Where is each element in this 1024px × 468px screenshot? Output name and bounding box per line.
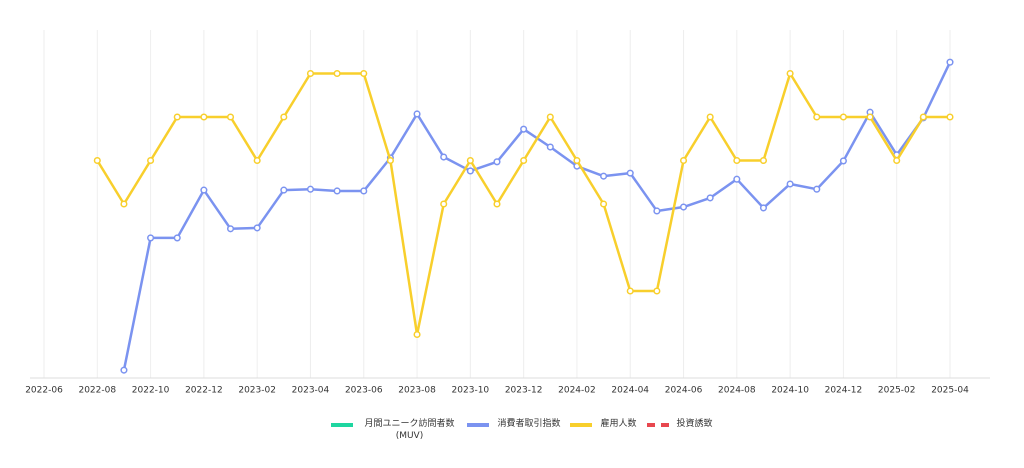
legend-swatch	[331, 423, 354, 427]
data-point	[679, 203, 688, 211]
data-point	[280, 186, 288, 194]
data-point	[200, 186, 208, 194]
data-point	[866, 113, 874, 121]
x-tick-label: 2023-06	[345, 386, 383, 396]
x-tick-label: 2025-02	[878, 386, 916, 396]
data-point	[733, 156, 741, 165]
x-tick-label: 2022-08	[78, 386, 116, 396]
data-point	[653, 287, 661, 295]
x-tick-label: 2023-12	[505, 386, 543, 396]
data-point	[759, 156, 768, 165]
legend-item[interactable]: 消費者取引指数	[467, 418, 560, 430]
data-point	[813, 185, 821, 193]
data-point	[226, 225, 235, 233]
data-point	[440, 153, 448, 161]
data-point	[93, 156, 101, 165]
data-point	[413, 330, 421, 339]
x-tick-label: 2022-10	[132, 386, 170, 396]
data-point	[306, 185, 315, 193]
chart: 2022-06 2022-08 2022-10 2022-12 2023-02 2023-…	[25, 30, 990, 396]
data-point	[839, 157, 847, 165]
data-point	[520, 125, 528, 133]
data-point	[759, 204, 768, 212]
legend-label: 月間ユニーク訪問者数 (MUV)	[364, 419, 455, 441]
data-point	[706, 113, 714, 121]
data-point	[520, 156, 528, 165]
data-point	[839, 113, 847, 121]
data-point	[466, 167, 474, 175]
data-point	[120, 366, 128, 374]
data-point	[120, 200, 128, 208]
x-tick-label: 2022-12	[185, 386, 223, 396]
data-point	[786, 69, 794, 78]
data-point	[280, 113, 288, 121]
x-tick-label: 2023-02	[238, 386, 276, 396]
data-point	[386, 156, 394, 165]
data-point	[493, 200, 501, 208]
data-point	[360, 69, 368, 78]
data-point	[147, 234, 155, 242]
data-point	[147, 156, 155, 165]
data-point	[600, 172, 608, 180]
x-tick-label: 2024-02	[558, 386, 596, 396]
data-point	[706, 194, 714, 202]
data-point	[173, 234, 181, 242]
series-line	[122, 61, 952, 371]
data-point	[253, 224, 261, 232]
data-point	[493, 158, 501, 166]
data-point	[253, 156, 261, 165]
data-point	[333, 69, 341, 78]
data-point	[226, 113, 235, 121]
data-point	[786, 180, 794, 188]
legend: 月間ユニーク訪問者数 (MUV) 消費者取引指数 雇用人数 投資誘致	[0, 418, 1024, 442]
data-point	[626, 169, 634, 177]
data-point	[600, 200, 608, 208]
data-point	[360, 187, 368, 195]
data-point	[946, 58, 954, 66]
data-point	[413, 110, 421, 118]
data-point	[946, 113, 954, 121]
x-tick-label: 2024-12	[825, 386, 863, 396]
data-point	[919, 113, 927, 121]
legend-swatch	[467, 423, 490, 427]
data-point	[546, 143, 554, 151]
legend-label: 消費者取引指数	[497, 419, 561, 429]
data-point	[573, 156, 581, 165]
legend-swatch	[570, 423, 593, 427]
data-point	[679, 156, 688, 165]
x-tick-label: 2024-04	[611, 386, 649, 396]
x-tick-label: 2024-08	[718, 386, 756, 396]
legend-label: 投資誘致	[676, 419, 713, 429]
data-point	[546, 113, 554, 121]
legend-item[interactable]: 雇用人数	[570, 418, 637, 430]
data-point	[200, 113, 208, 121]
legend-item[interactable]: 投資誘致	[646, 418, 713, 430]
data-point	[813, 113, 821, 121]
x-tick-label: 2025-04	[931, 386, 969, 396]
legend-swatch	[646, 423, 669, 427]
x-tick-label: 2022-06	[25, 386, 63, 396]
data-point	[440, 200, 448, 208]
data-point	[626, 287, 634, 295]
x-tick-label: 2024-06	[665, 386, 703, 396]
data-point	[653, 207, 661, 215]
legend-label: 雇用人数	[600, 419, 637, 429]
x-tick-label: 2023-10	[452, 386, 490, 396]
data-point	[733, 175, 741, 183]
data-point	[173, 113, 181, 121]
data-point	[333, 187, 341, 195]
x-tick-label: 2024-10	[771, 386, 809, 396]
data-point	[893, 156, 901, 165]
x-tick-label: 2023-08	[398, 386, 436, 396]
data-point	[466, 156, 474, 165]
legend-item[interactable]: 月間ユニーク訪問者数 (MUV)	[331, 418, 457, 442]
data-point	[306, 69, 315, 78]
x-tick-label: 2023-04	[292, 386, 330, 396]
